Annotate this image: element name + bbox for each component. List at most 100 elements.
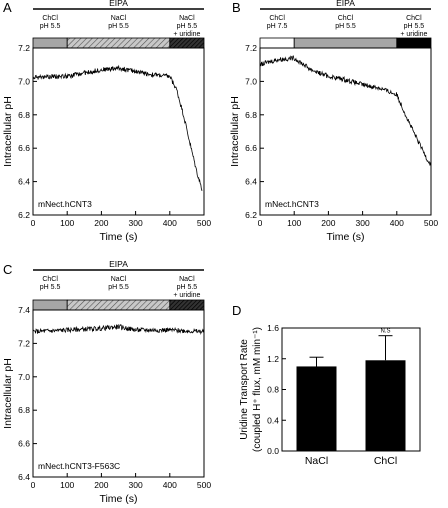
y-axis-label: Intracellular pH [2, 358, 14, 429]
condition-label: + uridine [173, 292, 200, 299]
condition-label: NaCl [179, 15, 195, 22]
y-tick-label: 6.2 [18, 210, 30, 220]
significance-label: N.S [380, 329, 390, 335]
x-axis-label: Time (s) [99, 493, 137, 505]
ph-trace [32, 323, 205, 336]
x-axis-label: Time (s) [99, 231, 137, 243]
plot-frame [32, 309, 205, 478]
x-tick-label: 0 [31, 480, 36, 490]
y-tick-label: 6.4 [245, 177, 257, 187]
ph-trace [259, 55, 432, 167]
condition-label: pH 5.5 [404, 23, 425, 30]
condition-bar [169, 299, 205, 311]
category-label: NaCl [305, 455, 328, 467]
y-tick-label: 0.4 [267, 415, 279, 425]
x-tick-label: 400 [163, 480, 177, 490]
y-tick-label: 7.0 [18, 372, 30, 382]
x-tick-label: 100 [287, 218, 301, 228]
y-tick-label: 1.2 [267, 354, 279, 364]
condition-label: pH 5.5 [177, 23, 198, 30]
y-tick-label: 6.8 [18, 405, 30, 415]
condition-label: NaCl [111, 15, 127, 22]
condition-bar [169, 37, 205, 49]
x-tick-label: 0 [31, 218, 36, 228]
bar [365, 360, 406, 451]
panel-letter: D [232, 303, 241, 318]
y-tick-label: 6.6 [18, 143, 30, 153]
panel-letter: A [3, 0, 12, 15]
x-tick-label: 300 [356, 218, 370, 228]
panel-letter: B [232, 0, 241, 15]
condition-bar [293, 37, 398, 49]
y-tick-label: 6.2 [245, 210, 257, 220]
condition-bar [32, 37, 68, 49]
condition-bar [66, 37, 171, 49]
condition-bar [66, 299, 171, 311]
condition-label: ChCl [42, 15, 58, 22]
treatment-label: EIPA [109, 259, 128, 269]
construct-label: mNect.hCNT3-F563C [38, 461, 120, 471]
x-tick-label: 500 [197, 218, 211, 228]
x-tick-label: 200 [94, 218, 108, 228]
panel-d: D 0.0 0.4 0.8 1.2 1.6 NaCl ChCl N.S Uridine Trans… [232, 303, 421, 467]
y-tick-label: 6.8 [245, 110, 257, 120]
y-tick-label: 7.2 [18, 43, 30, 53]
condition-label: pH 5.5 [40, 23, 61, 30]
y-tick-label: 6.4 [18, 177, 30, 187]
x-tick-label: 400 [390, 218, 404, 228]
y-tick-label: 6.6 [18, 439, 30, 449]
construct-label: mNect.hCNT3 [265, 199, 319, 209]
panel-letter: C [3, 262, 12, 277]
x-tick-label: 100 [60, 480, 74, 490]
y-tick-label: 7.2 [245, 43, 257, 53]
x-tick-label: 300 [129, 480, 143, 490]
y-axis-label: Uridine Transport Rate [239, 339, 250, 440]
y-axis-label: (coupled H⁺ flux, mM min⁻¹) [252, 327, 263, 452]
condition-label: pH 5.5 [108, 284, 129, 291]
y-tick-label: 7.4 [18, 305, 30, 315]
condition-label: pH 5.5 [335, 23, 356, 30]
condition-label: pH 5.5 [177, 284, 198, 291]
condition-label: ChCl [42, 276, 58, 283]
x-tick-label: 300 [129, 218, 143, 228]
y-tick-label: 7.0 [245, 76, 257, 86]
condition-label: ChCl [406, 15, 422, 22]
plot-frame [259, 47, 432, 216]
y-axis-label: Intracellular pH [2, 96, 14, 167]
y-tick-label: 7.0 [18, 76, 30, 86]
condition-label: ChCl [338, 15, 354, 22]
y-tick-label: 0.0 [267, 446, 279, 456]
y-tick-label: 6.4 [18, 472, 30, 482]
treatment-label: EIPA [336, 0, 355, 8]
y-tick-label: 1.6 [267, 323, 279, 333]
y-tick-label: 6.6 [245, 143, 257, 153]
treatment-label: EIPA [109, 0, 128, 8]
construct-label: mNect.hCNT3 [38, 199, 92, 209]
condition-bar [259, 37, 295, 49]
condition-label: + uridine [400, 31, 427, 38]
y-tick-label: 7.2 [18, 338, 30, 348]
y-tick-label: 6.8 [18, 110, 30, 120]
condition-bar [32, 299, 68, 311]
y-tick-label: 0.8 [267, 385, 279, 395]
x-tick-label: 0 [258, 218, 263, 228]
condition-label: ChCl [269, 15, 285, 22]
condition-bar [396, 37, 432, 49]
x-axis-label: Time (s) [326, 231, 364, 243]
plot-frame [32, 47, 205, 216]
x-tick-label: 100 [60, 218, 74, 228]
condition-label: pH 5.5 [108, 23, 129, 30]
x-tick-label: 200 [321, 218, 335, 228]
y-axis-label: Intracellular pH [229, 96, 241, 167]
category-label: ChCl [374, 455, 397, 467]
ph-trace [32, 64, 203, 191]
condition-label: pH 7.5 [267, 23, 288, 30]
condition-label: NaCl [111, 276, 127, 283]
x-tick-label: 500 [197, 480, 211, 490]
x-tick-label: 500 [424, 218, 438, 228]
x-tick-label: 400 [163, 218, 177, 228]
